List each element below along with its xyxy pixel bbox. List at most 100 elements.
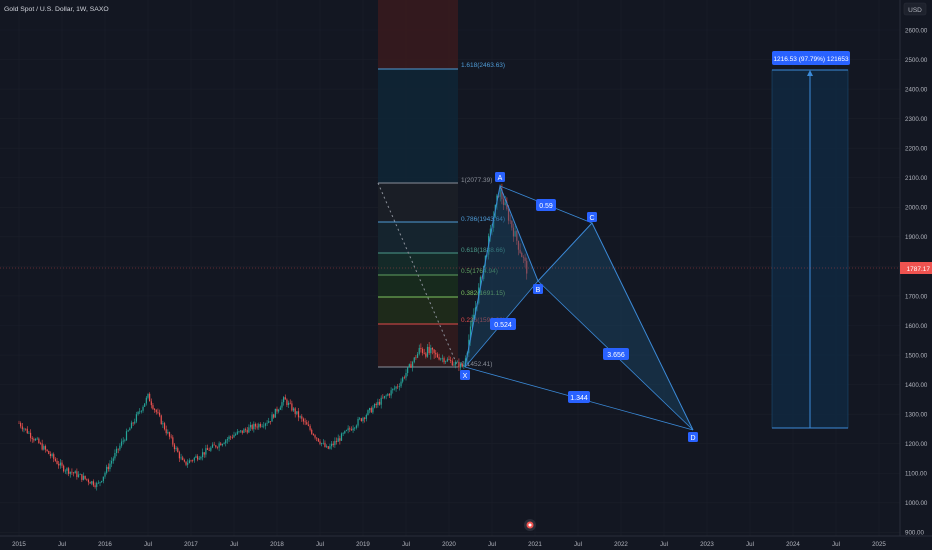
- candle-body: [420, 347, 422, 349]
- candle-body: [499, 189, 501, 197]
- time-axis[interactable]: 2015 Jul 2016 Jul 2017 Jul 2018 Jul 2019 Jul 2020 J…: [0, 535, 932, 550]
- pattern-point-a-label: A: [498, 175, 503, 182]
- price-range-measure[interactable]: 1216.53 (97.79%) 121653: [771, 51, 850, 429]
- candle-body: [190, 460, 192, 461]
- candle-body: [377, 401, 379, 406]
- candle-body: [66, 468, 68, 471]
- candle-body: [145, 397, 147, 404]
- x-tick-label: 2022: [614, 541, 628, 548]
- candle-body: [99, 482, 101, 483]
- pattern-point-b-label: B: [536, 287, 541, 294]
- candle-body: [329, 446, 331, 449]
- candle-body: [367, 410, 369, 416]
- candle-body: [441, 358, 443, 359]
- candle-body: [48, 451, 50, 455]
- candle-body: [249, 424, 252, 428]
- candle-body: [206, 448, 209, 450]
- x-tick-label: Jul: [230, 541, 238, 548]
- price-axis[interactable]: USD 2600.00 2500.00 2400.00 2300.00 2200.00 2…: [899, 0, 932, 550]
- candle-body: [430, 347, 432, 354]
- candle-body: [115, 448, 118, 454]
- candle-body: [412, 362, 414, 368]
- candle-body: [124, 440, 126, 441]
- price-axis-bg: [900, 0, 932, 550]
- candle-body: [230, 436, 232, 438]
- candle-body: [39, 443, 42, 444]
- x-tick-label: Jul: [144, 541, 152, 548]
- candle-body: [446, 359, 448, 362]
- candle-body: [284, 397, 286, 400]
- candle-body: [225, 440, 227, 444]
- candle-body: [38, 438, 40, 444]
- harmonic-pattern[interactable]: X A B C D 0.59 0.524 3.656 1.344: [460, 172, 698, 442]
- candle-body: [291, 403, 293, 411]
- x-tick-label: Jul: [58, 541, 66, 548]
- y-tick-label: 2100.00: [905, 175, 928, 182]
- fib-trend-line: [377, 182, 459, 368]
- candle-body: [304, 421, 306, 423]
- candle-body: [244, 429, 247, 431]
- y-tick-label: 1100.00: [905, 471, 927, 478]
- candle-body: [438, 357, 440, 360]
- candle-body: [226, 438, 228, 441]
- candle-body: [425, 353, 427, 357]
- candle-body: [306, 422, 308, 425]
- candle-body: [188, 460, 190, 464]
- candle-body: [61, 462, 63, 466]
- candle-body: [402, 377, 404, 382]
- candle-body: [301, 416, 303, 419]
- candle-body: [311, 429, 313, 434]
- symbol-title: Gold Spot / U.S. Dollar, 1W, SAXO: [4, 6, 109, 13]
- candle-body: [44, 446, 47, 450]
- candle-body: [403, 377, 405, 379]
- candle-body: [355, 425, 357, 428]
- candle-body: [416, 353, 419, 358]
- candle-body: [509, 220, 511, 222]
- candle-body: [335, 440, 338, 442]
- candle-body: [283, 397, 285, 403]
- pattern-point-x-label: X: [463, 373, 468, 380]
- pattern-point-d-label: D: [690, 435, 695, 442]
- candle-body: [360, 418, 362, 422]
- candle-body: [418, 347, 420, 354]
- ratio-xd-box: [568, 391, 590, 403]
- x-tick-label: 2019: [356, 541, 370, 548]
- candle-body: [271, 414, 273, 422]
- candle-body: [286, 399, 288, 406]
- candle-body: [459, 363, 462, 368]
- candle-body: [233, 435, 235, 438]
- candle-body: [393, 388, 396, 390]
- candle-body: [182, 457, 184, 460]
- candle-body: [20, 423, 22, 427]
- candle-body: [385, 395, 387, 397]
- candles: [18, 183, 528, 491]
- candle-body: [139, 411, 141, 413]
- y-tick-label: 2600.00: [905, 27, 928, 34]
- tradingview-logo-icon: [524, 519, 536, 531]
- candle-body: [372, 407, 374, 413]
- candle-body: [269, 421, 271, 422]
- candle-body: [173, 444, 176, 450]
- candle-body: [319, 441, 321, 444]
- ratio-bd-box: [603, 348, 629, 360]
- fib-label-1618: 1.618(2463.63): [461, 62, 505, 69]
- candle-body: [458, 361, 460, 368]
- candle-body: [405, 372, 407, 378]
- y-tick-label: 1000.00: [905, 500, 928, 507]
- candle-body: [163, 423, 166, 430]
- candle-body: [53, 454, 55, 459]
- candle-body: [347, 428, 349, 431]
- candle-body: [423, 353, 425, 354]
- candle-body: [455, 362, 457, 365]
- fibonacci-retracement[interactable]: 1.618(2463.63) 1(2077.39) 0.786(1943.64)…: [377, 0, 505, 368]
- y-tick-label: 1300.00: [905, 411, 928, 418]
- measure-label-box: [772, 51, 850, 65]
- candle-body: [302, 418, 305, 422]
- candle-body: [398, 386, 400, 387]
- candle-body: [264, 423, 267, 426]
- candle-body: [364, 417, 366, 419]
- currency-button[interactable]: [903, 2, 927, 16]
- candle-body: [259, 424, 262, 427]
